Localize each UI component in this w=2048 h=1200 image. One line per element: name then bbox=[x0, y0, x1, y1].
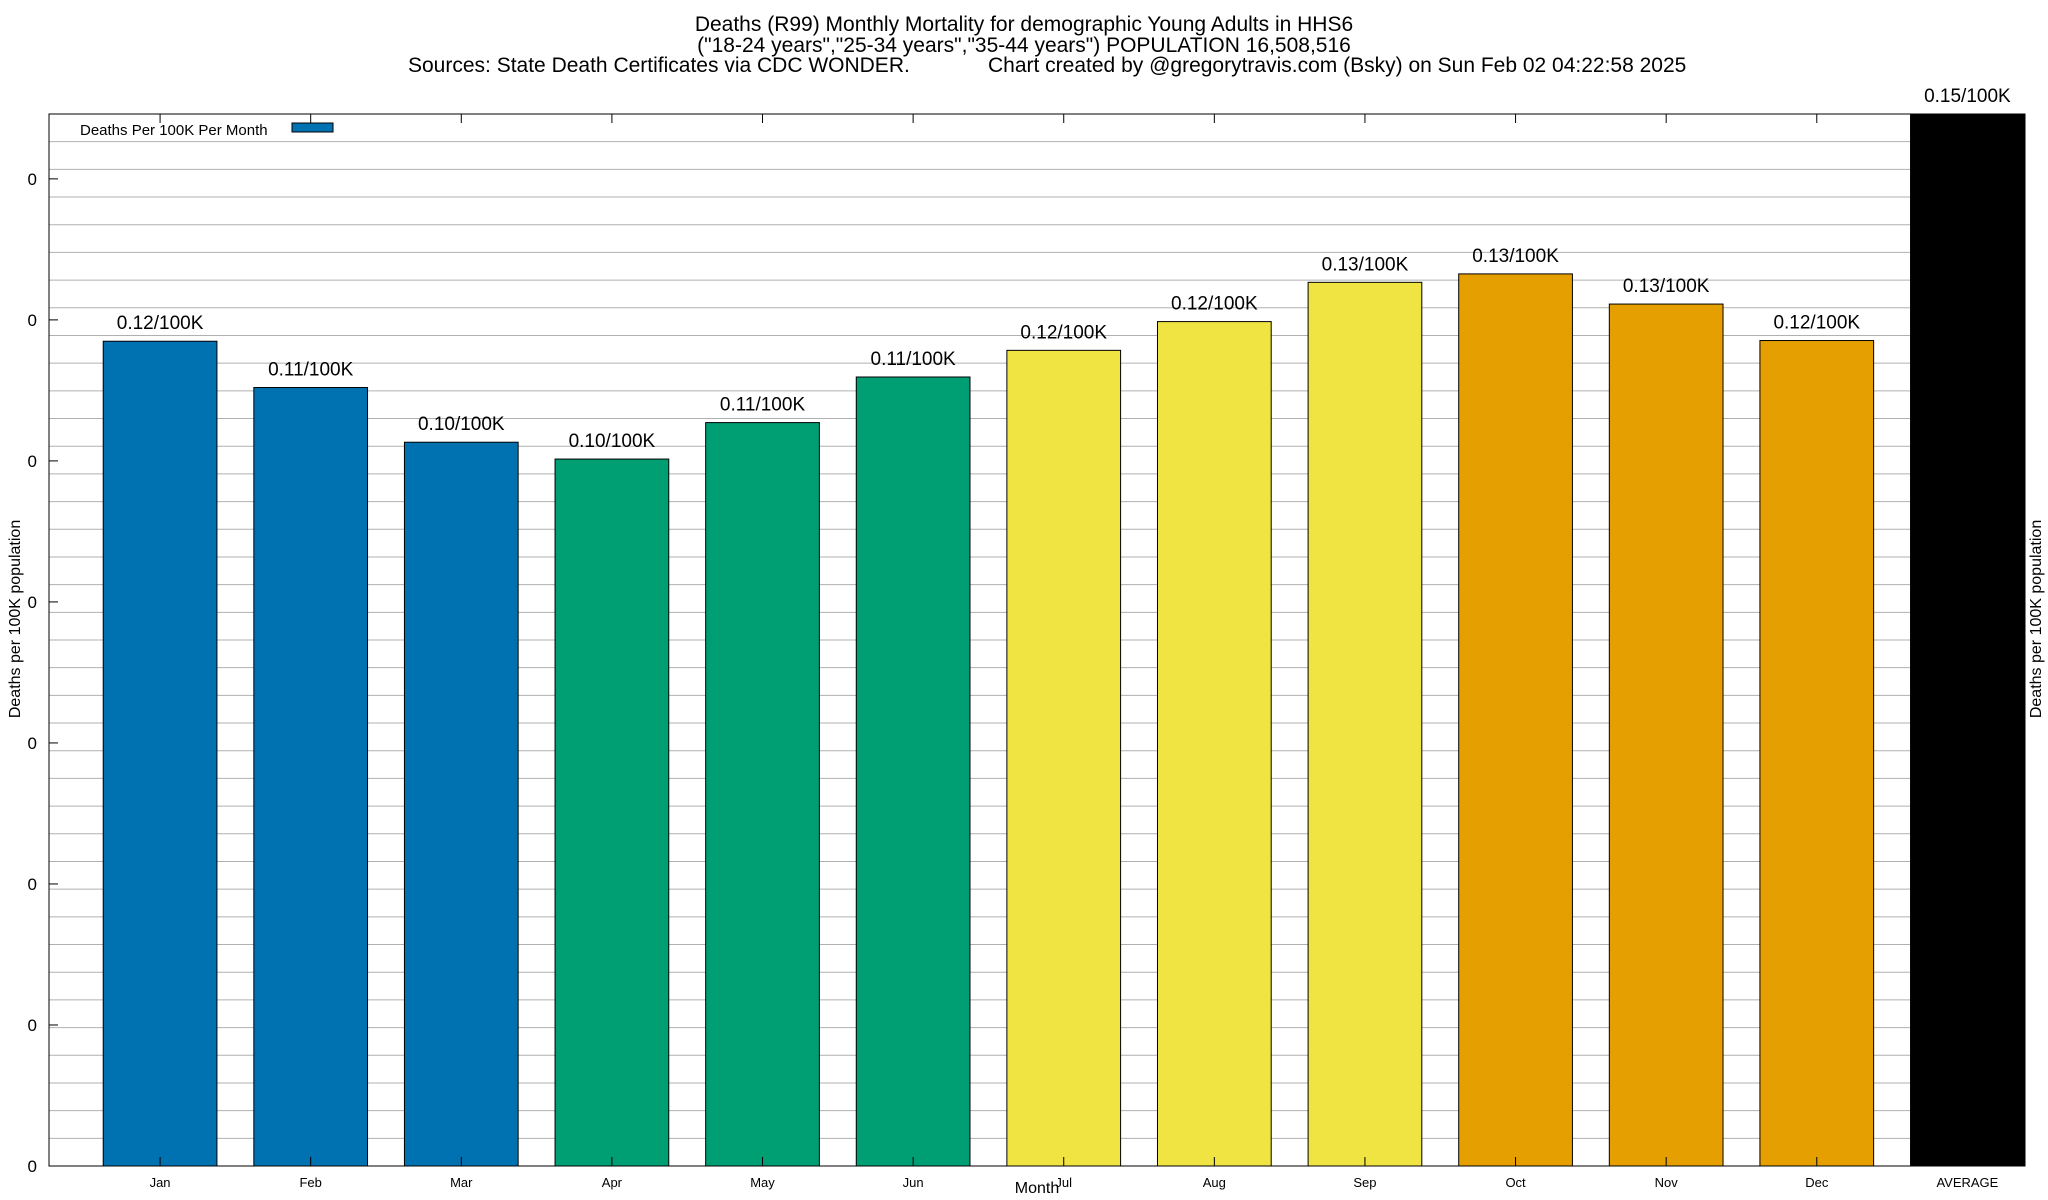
y-tick-label: 0 bbox=[28, 875, 37, 894]
x-tick-label: AVERAGE bbox=[1936, 1175, 1998, 1190]
x-axis-title: Month bbox=[1015, 1180, 1059, 1197]
bar-jul bbox=[1006, 349, 1122, 1167]
bar-may bbox=[705, 422, 820, 1167]
legend: Deaths Per 100K Per Month bbox=[80, 122, 334, 139]
y-tick-label: 0 bbox=[28, 170, 37, 189]
x-tick-label: Jul bbox=[1055, 1175, 1072, 1190]
plot-frame bbox=[48, 113, 2026, 1167]
y-axis-title: Deaths per 100K population bbox=[7, 520, 24, 718]
x-tick-label: Nov bbox=[1655, 1175, 1679, 1190]
bar-value-labels: 0.12/100K 0.11/100K 0.10/100K 0.10/100K 0.11… bbox=[117, 86, 2011, 452]
y-tick-label: 0 bbox=[28, 1016, 37, 1035]
x-tick-label: Dec bbox=[1805, 1175, 1829, 1190]
y-tick-label: 0 bbox=[28, 311, 37, 330]
bar-aug bbox=[1156, 321, 1272, 1167]
x-tick-label: Feb bbox=[299, 1175, 321, 1190]
chart-sources: Sources: State Death Certificates via CD… bbox=[408, 54, 910, 77]
y-tick-label: 0 bbox=[28, 1157, 37, 1176]
bar-value-label: 0.11/100K bbox=[871, 349, 957, 370]
bar-dec bbox=[1759, 340, 1875, 1167]
bar-value-label: 0.12/100K bbox=[1171, 294, 1258, 315]
bar-sep bbox=[1307, 281, 1423, 1167]
y-tick-label: 0 bbox=[28, 734, 37, 753]
bar-mar bbox=[403, 441, 519, 1167]
x-tick-label: Jun bbox=[903, 1175, 924, 1190]
y-axis-ticks: 0 0 0 0 0 0 0 0 bbox=[28, 170, 2025, 1176]
bar-value-label: 0.11/100K bbox=[268, 360, 354, 381]
chart-subtitle: ("18-24 years","25-34 years","35-44 year… bbox=[697, 34, 1351, 57]
bar-value-label: 0.12/100K bbox=[117, 313, 204, 334]
bar-value-label: 0.10/100K bbox=[569, 431, 656, 452]
y-tick-label: 0 bbox=[28, 593, 37, 612]
bar-value-label: 0.12/100K bbox=[1773, 313, 1860, 334]
y-axis-title-right: Deaths per 100K population bbox=[2028, 520, 2045, 718]
x-tick-label: Mar bbox=[450, 1175, 473, 1190]
bar-average bbox=[1910, 113, 2025, 1167]
bar-value-label: 0.12/100K bbox=[1020, 322, 1107, 343]
bar-value-label: 0.13/100K bbox=[1472, 246, 1559, 267]
bar-value-label: 0.10/100K bbox=[418, 414, 505, 435]
chart-title-group: Deaths (R99) Monthly Mortality for demog… bbox=[408, 13, 1686, 77]
legend-swatch bbox=[291, 122, 334, 133]
bar-apr bbox=[554, 458, 670, 1167]
chart-title: Deaths (R99) Monthly Mortality for demog… bbox=[695, 13, 1353, 36]
x-tick-label: May bbox=[750, 1175, 775, 1190]
bar-value-label: 0.11/100K bbox=[720, 395, 806, 416]
x-axis-ticks: Jan Feb Mar Apr May Jun Jul Aug Sep Oct Nov Dec AVER… bbox=[150, 114, 1999, 1190]
bar-value-label: 0.13/100K bbox=[1623, 276, 1710, 297]
x-tick-label: Oct bbox=[1505, 1175, 1526, 1190]
bar-value-label: 0.15/100K bbox=[1924, 86, 2011, 107]
y-tick-label: 0 bbox=[28, 452, 37, 471]
x-tick-label: Sep bbox=[1353, 1175, 1376, 1190]
bar-oct bbox=[1458, 273, 1573, 1167]
bar-feb bbox=[253, 387, 369, 1167]
bar-nov bbox=[1608, 303, 1724, 1167]
x-tick-label: Aug bbox=[1203, 1175, 1226, 1190]
chart-credit: Chart created by @gregorytravis.com (Bsk… bbox=[988, 54, 1686, 77]
bar-jun bbox=[855, 376, 971, 1167]
bar-value-label: 0.13/100K bbox=[1322, 254, 1409, 275]
x-tick-label: Jan bbox=[150, 1175, 171, 1190]
bar-jan bbox=[102, 340, 218, 1167]
x-tick-label: Apr bbox=[602, 1175, 623, 1190]
bars bbox=[102, 113, 2025, 1167]
legend-label: Deaths Per 100K Per Month bbox=[80, 122, 268, 139]
